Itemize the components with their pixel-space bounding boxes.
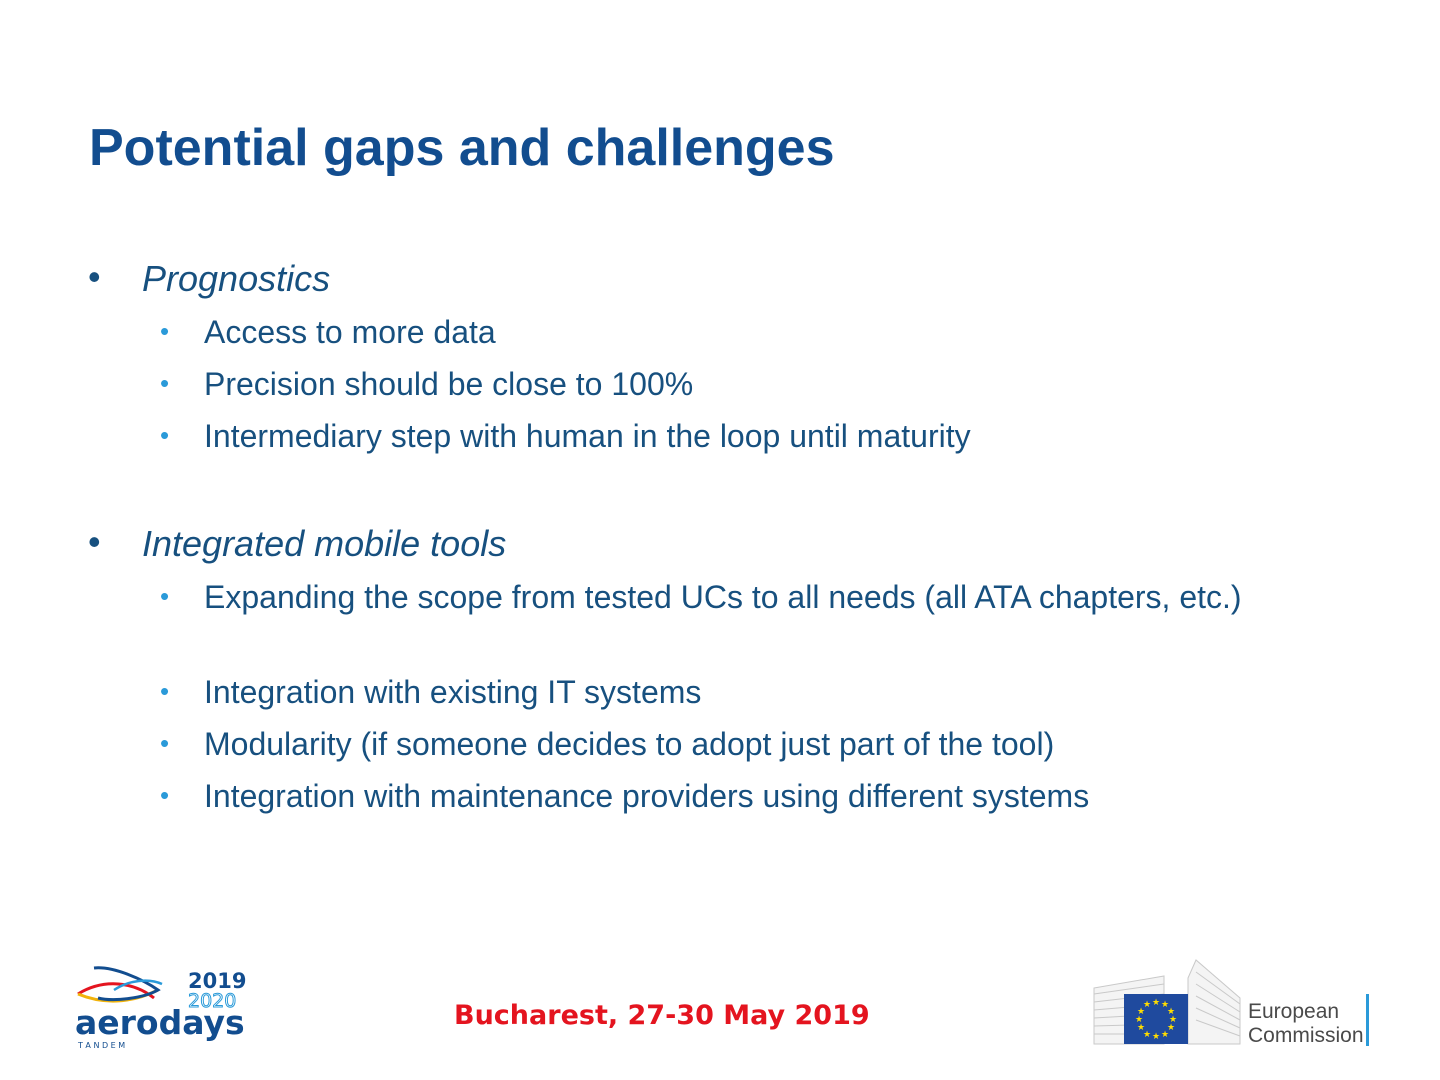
svg-text:★: ★ xyxy=(1143,1030,1151,1040)
item-bullet: • xyxy=(160,368,170,398)
svg-text:★: ★ xyxy=(1137,1023,1145,1033)
eu-flag-icon xyxy=(1124,994,1188,1044)
section-bullet: • xyxy=(88,521,101,562)
list-item: Modularity (if someone decides to adopt … xyxy=(204,726,1055,762)
aerodays-logo: 2019 2020 aerodays T A N D E M xyxy=(75,966,246,1050)
item-bullet: • xyxy=(160,420,170,450)
svg-text:★: ★ xyxy=(1167,1007,1175,1017)
item-bullet: • xyxy=(160,728,170,758)
section-heading-integrated-mobile-tools: Integrated mobile tools xyxy=(142,523,507,564)
svg-text:★: ★ xyxy=(1143,1000,1151,1010)
svg-text:★: ★ xyxy=(1135,1015,1143,1025)
aerodays-year-top: 2019 xyxy=(188,969,246,993)
aerodays-year-bottom: 2020 xyxy=(188,990,236,1012)
item-bullet: • xyxy=(160,676,170,706)
list-item: Intermediary step with human in the loop… xyxy=(204,418,971,454)
svg-text:★: ★ xyxy=(1152,998,1160,1008)
slide-title: Potential gaps and challenges xyxy=(89,119,835,177)
european-commission-logo: ★ ★ ★ ★ ★ ★ ★ ★ ★ ★ ★ ★ xyxy=(1093,959,1369,1046)
svg-text:★: ★ xyxy=(1152,1032,1160,1042)
event-location-date: Bucharest, 27-30 May 2019 xyxy=(454,1000,870,1031)
list-item: Precision should be close to 100% xyxy=(204,366,694,402)
list-item: Expanding the scope from tested UCs to a… xyxy=(204,579,1242,615)
svg-text:★: ★ xyxy=(1161,1030,1169,1040)
list-item: Integration with maintenance providers u… xyxy=(204,778,1090,814)
ec-logo-line1: European xyxy=(1248,1000,1340,1023)
section-heading-prognostics: Prognostics xyxy=(142,258,331,299)
item-bullet: • xyxy=(160,780,170,810)
aerodays-tagline: T A N D E M xyxy=(77,1041,125,1050)
eu-stars-icon: ★ ★ ★ ★ ★ ★ ★ ★ ★ ★ ★ ★ xyxy=(1135,998,1177,1042)
item-bullet: • xyxy=(160,581,170,611)
list-item: Access to more data xyxy=(204,314,496,350)
aerodays-word: aerodays xyxy=(75,1003,245,1042)
svg-text:★: ★ xyxy=(1167,1023,1175,1033)
svg-text:★: ★ xyxy=(1161,1000,1169,1010)
svg-text:★: ★ xyxy=(1137,1007,1145,1017)
section-bullet: • xyxy=(88,256,101,297)
list-item: Integration with existing IT systems xyxy=(204,674,702,710)
svg-text:★: ★ xyxy=(1169,1015,1177,1025)
item-bullet: • xyxy=(160,316,170,346)
ec-logo-line2: Commission xyxy=(1248,1024,1364,1047)
